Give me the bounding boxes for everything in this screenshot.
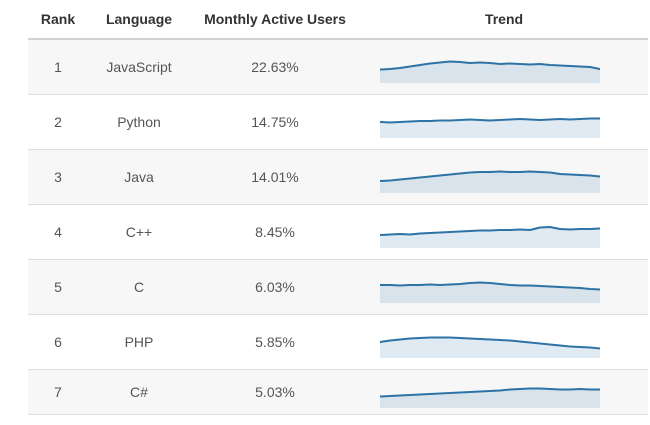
language-ranking-table: Rank Language Monthly Active Users Trend… xyxy=(28,0,648,415)
rank-cell: 7 xyxy=(54,384,62,400)
column-header-trend: Trend xyxy=(484,11,524,27)
trend-sparkline-chart xyxy=(380,336,600,358)
column-header-language: Language xyxy=(105,11,173,27)
language-cell: C++ xyxy=(125,224,153,240)
users-cell: 8.45% xyxy=(255,224,295,240)
trend-cell xyxy=(360,270,648,304)
rank-cell: 3 xyxy=(54,169,62,185)
sparkline-area xyxy=(380,282,600,303)
trend-cell xyxy=(360,160,648,194)
sparkline-area xyxy=(380,61,600,83)
users-cell: 14.01% xyxy=(251,169,299,185)
trend-sparkline-chart xyxy=(380,60,600,83)
language-cell: C xyxy=(133,279,145,295)
column-header-rank: Rank xyxy=(40,11,76,27)
trend-sparkline-chart xyxy=(380,387,600,408)
sparkline-line xyxy=(380,387,600,398)
trend-cell xyxy=(360,50,648,84)
users-cell: 14.75% xyxy=(251,114,299,130)
trend-sparkline-chart xyxy=(380,170,600,193)
sparkline-line xyxy=(380,336,600,350)
trend-sparkline-chart xyxy=(380,281,600,303)
trend-cell xyxy=(360,325,648,359)
language-cell: Python xyxy=(117,114,161,130)
table-row: 4 C++ 8.45% xyxy=(28,205,648,260)
users-cell: 6.03% xyxy=(255,279,295,295)
table-row: 6 PHP 5.85% xyxy=(28,315,648,370)
sparkline-area xyxy=(380,227,600,248)
language-cell: Java xyxy=(124,169,154,185)
trend-sparkline-chart xyxy=(380,117,600,138)
users-cell: 5.03% xyxy=(255,384,295,400)
trend-cell xyxy=(360,215,648,249)
sparkline-area xyxy=(380,337,600,358)
users-cell: 5.85% xyxy=(255,334,295,350)
sparkline-line xyxy=(380,60,600,71)
sparkline-line xyxy=(380,170,600,182)
sparkline-area xyxy=(380,388,600,408)
table-row: 5 C 6.03% xyxy=(28,260,648,315)
rank-cell: 2 xyxy=(54,114,62,130)
table-row: 2 Python 14.75% xyxy=(28,95,648,150)
sparkline-line xyxy=(380,226,600,236)
trend-cell xyxy=(360,105,648,139)
sparkline-area xyxy=(380,118,600,138)
sparkline-line xyxy=(380,117,600,124)
table-header-row: Rank Language Monthly Active Users Trend xyxy=(28,0,648,40)
table-body: 1 JavaScript 22.63% 2 Python 14.75% 3 Ja… xyxy=(28,40,648,415)
trend-sparkline-chart xyxy=(380,226,600,248)
users-cell: 22.63% xyxy=(251,59,299,75)
rank-cell: 6 xyxy=(54,334,62,350)
table-row: 3 Java 14.01% xyxy=(28,150,648,205)
table-row: 1 JavaScript 22.63% xyxy=(28,40,648,95)
trend-cell xyxy=(360,375,648,409)
rank-cell: 4 xyxy=(54,224,62,240)
language-cell: JavaScript xyxy=(106,59,172,75)
rank-cell: 1 xyxy=(54,59,62,75)
language-cell: C# xyxy=(130,384,148,400)
sparkline-line xyxy=(380,281,600,291)
language-cell: PHP xyxy=(124,334,154,350)
table-row: 7 C# 5.03% xyxy=(28,370,648,415)
rank-cell: 5 xyxy=(54,279,62,295)
column-header-users: Monthly Active Users xyxy=(204,11,346,27)
